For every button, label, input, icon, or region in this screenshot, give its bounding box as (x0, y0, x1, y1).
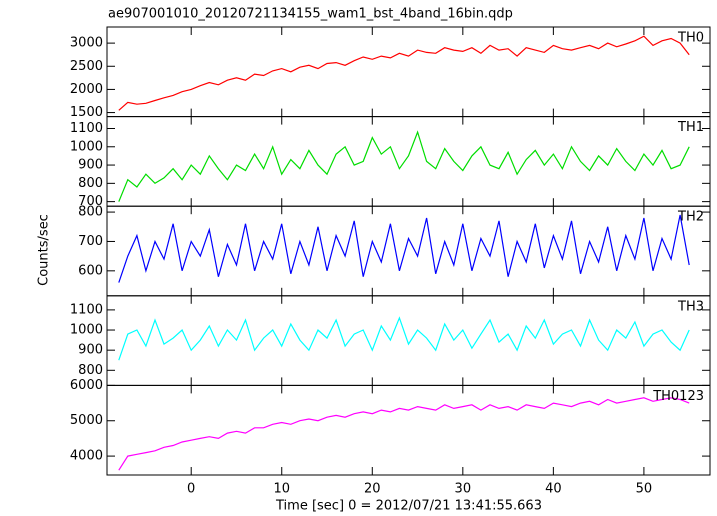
chart-title: ae907001010_20120721134155_wam1_bst_4ban… (108, 7, 513, 22)
x-tick-label: 0 (187, 482, 195, 497)
panel-label: TH1 (677, 120, 704, 135)
panel-frame (106, 116, 711, 207)
y-tick-label: 800 (78, 363, 103, 378)
y-tick-label: 1000 (70, 323, 103, 338)
x-tick-label: 20 (364, 482, 381, 497)
panel-label: TH0123 (652, 389, 704, 404)
y-axis-label: Counts/sec (37, 214, 52, 286)
y-tick-label: 2500 (70, 59, 103, 74)
y-tick-label: 800 (78, 205, 103, 220)
y-tick-label: 2000 (70, 82, 103, 97)
y-tick-label: 4000 (70, 449, 103, 464)
data-line (118, 397, 690, 471)
y-tick-label: 1500 (70, 105, 103, 120)
y-tick-label: 700 (78, 234, 103, 249)
panel-frame (106, 26, 711, 118)
y-tick-label: 1100 (70, 302, 103, 317)
data-line (118, 316, 690, 361)
y-tick-label: 1000 (70, 139, 103, 154)
x-axis-label: Time [sec] 0 = 2012/07/21 13:41:55.663 (275, 499, 542, 514)
y-tick-label: 900 (78, 343, 103, 358)
panel-label: TH3 (677, 299, 704, 314)
y-tick-label: 800 (78, 176, 103, 191)
panel-frame (106, 384, 711, 476)
data-line (118, 130, 690, 202)
y-tick-label: 900 (78, 158, 103, 173)
panel-frame (106, 295, 711, 386)
x-tick-label: 50 (636, 482, 653, 497)
y-tick-label: 6000 (70, 378, 103, 393)
x-tick-label: 10 (273, 482, 290, 497)
y-tick-label: 1100 (70, 121, 103, 136)
y-tick-label: 3000 (70, 36, 103, 51)
y-tick-label: 700 (78, 194, 103, 209)
x-tick-label: 30 (455, 482, 472, 497)
y-tick-label: 5000 (70, 413, 103, 428)
panel-label: TH0 (677, 31, 704, 46)
x-tick-label: 40 (545, 482, 562, 497)
panel-label: TH2 (677, 210, 704, 225)
y-tick-label: 600 (78, 263, 103, 278)
data-line (118, 35, 690, 111)
data-line (118, 214, 690, 283)
